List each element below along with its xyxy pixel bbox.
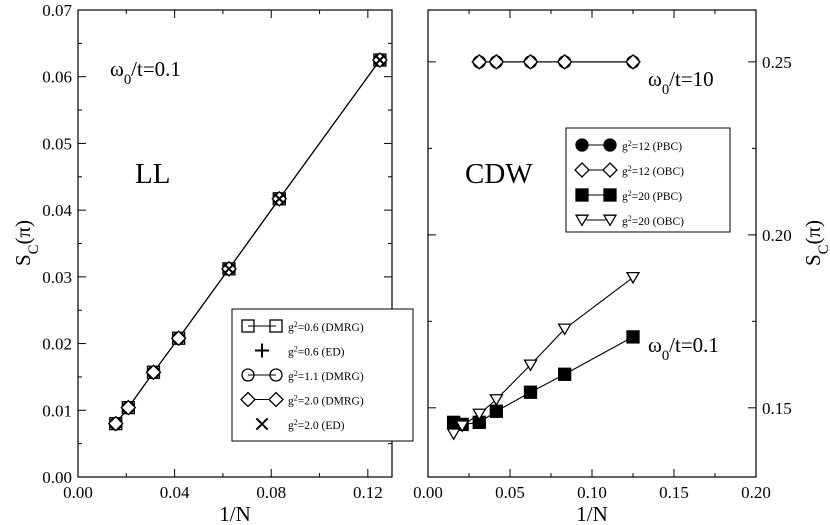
legend-label: g2=20 (OBC) <box>622 214 684 229</box>
x-tick-label: 0.04 <box>160 483 190 502</box>
legend: g2=0.6 (DMRG) g2=0.6 (ED) g2=1.1 (DMRG) g2=… <box>231 308 414 442</box>
left-panel: 0.00 0.04 0.08 0.12 0.00 0.01 0.02 0.03 0.04 0.05… <box>11 1 414 525</box>
legend-label: g2=1.1 (DMRG) <box>288 369 364 384</box>
x-tick-label: 0.20 <box>741 483 771 502</box>
y-axis-label: SC(π) <box>11 220 42 266</box>
data-point-diamond <box>471 53 488 70</box>
data-point-diamond <box>120 399 137 416</box>
right-panel: 0.00 0.05 0.10 0.15 0.20 0.15 0.20 0.25 1/N SC(π)… <box>413 9 830 525</box>
data-point-square-filled <box>523 385 538 399</box>
annotation-omega01: ω0/t=0.1 <box>648 333 719 364</box>
legend-marker-square <box>241 319 255 333</box>
x-tick-label: 0.08 <box>256 483 286 502</box>
data-point-diamond <box>170 330 187 347</box>
legend-label: g2=2.0 (ED) <box>288 418 345 433</box>
x-tick-label: 0.15 <box>659 483 689 502</box>
legend-marker-diamond <box>240 391 256 408</box>
data-point-cross <box>223 263 235 275</box>
data-point-triangle-down <box>489 394 504 407</box>
x-tick-label: 0.10 <box>577 483 607 502</box>
legend-label: g2=12 (OBC) <box>622 164 684 179</box>
data-point-triangle-down <box>523 359 538 372</box>
legend: g2=12 (PBC) g2=12 (OBC) g2=20 (PBC) g2=20 (… <box>565 127 731 233</box>
data-point-triangle-down <box>472 408 487 421</box>
data-point-triangle-down <box>446 428 461 441</box>
legend-label: g2=2.0 (DMRG) <box>288 393 364 408</box>
legend-marker-plus <box>255 343 269 358</box>
y-tick-label: 0.03 <box>42 268 72 287</box>
y-tick-label: 0.01 <box>42 401 72 420</box>
data-point-cross <box>273 193 285 205</box>
data-point-square-filled <box>626 330 640 344</box>
annotation-omega: ω0/t=0.1 <box>110 57 181 88</box>
data-point-square-filled <box>489 404 503 418</box>
legend-marker-square-filled <box>575 188 589 202</box>
y-tick-label: 0.25 <box>762 53 792 72</box>
legend-marker-circle-filled <box>575 138 589 152</box>
y-tick-label: 0.06 <box>42 68 72 87</box>
data-point-diamond <box>522 53 539 70</box>
y-tick-label: 0.05 <box>42 134 72 153</box>
y-tick-label: 0.04 <box>42 201 72 220</box>
data-point-diamond <box>488 53 505 70</box>
legend-marker-diamond <box>268 391 284 408</box>
y-axis-label: SC(π) <box>801 220 830 266</box>
data-point-square-filled <box>558 367 572 381</box>
x-axis-label: 1/N <box>576 502 608 525</box>
legend-marker-diamond <box>574 162 590 178</box>
legend-marker-circle <box>241 368 255 382</box>
legend-label: g2=0.6 (DMRG) <box>288 320 364 335</box>
x-tick-label: 0.00 <box>413 483 443 502</box>
y-tick-label: 0.20 <box>762 226 792 245</box>
y-tick-label: 0.07 <box>42 1 72 20</box>
data-point-triangle-down <box>455 420 470 433</box>
data-point-diamond <box>107 415 124 432</box>
legend-marker-circle-filled <box>603 138 617 152</box>
legend-label: g2=12 (PBC) <box>622 139 682 154</box>
legend-marker-triangle-down <box>602 214 618 227</box>
annotation-phase: LL <box>135 158 170 190</box>
x-axis-label: 1/N <box>219 502 251 525</box>
y-tick-label: 0.15 <box>762 399 792 418</box>
data-point-triangle-down <box>625 271 641 285</box>
x-tick-label: 0.12 <box>353 483 383 502</box>
data-point-diamond <box>145 364 162 381</box>
legend-marker-cross <box>255 417 269 431</box>
x-tick-label: 0.05 <box>495 483 525 502</box>
data-point-diamond <box>625 53 641 70</box>
legend-marker-diamond <box>602 162 618 178</box>
x-tick-label: 0.00 <box>63 483 93 502</box>
legend-label: g2=0.6 (ED) <box>288 344 345 359</box>
data-point-cross <box>374 54 386 66</box>
legend-label: g2=20 (PBC) <box>622 189 682 204</box>
data-point-triangle-down <box>557 323 572 336</box>
legend-marker-circle <box>269 368 283 382</box>
legend-marker-triangle-down <box>574 214 590 227</box>
y-tick-label: 0.00 <box>42 468 72 487</box>
legend-marker-square <box>269 319 283 333</box>
data-point-diamond <box>556 53 573 70</box>
legend-marker-square-filled <box>603 188 617 202</box>
annotation-phase: CDW <box>465 158 533 190</box>
annotation-omega10: ω0/t=10 <box>648 67 714 98</box>
y-tick-label: 0.02 <box>42 335 72 354</box>
